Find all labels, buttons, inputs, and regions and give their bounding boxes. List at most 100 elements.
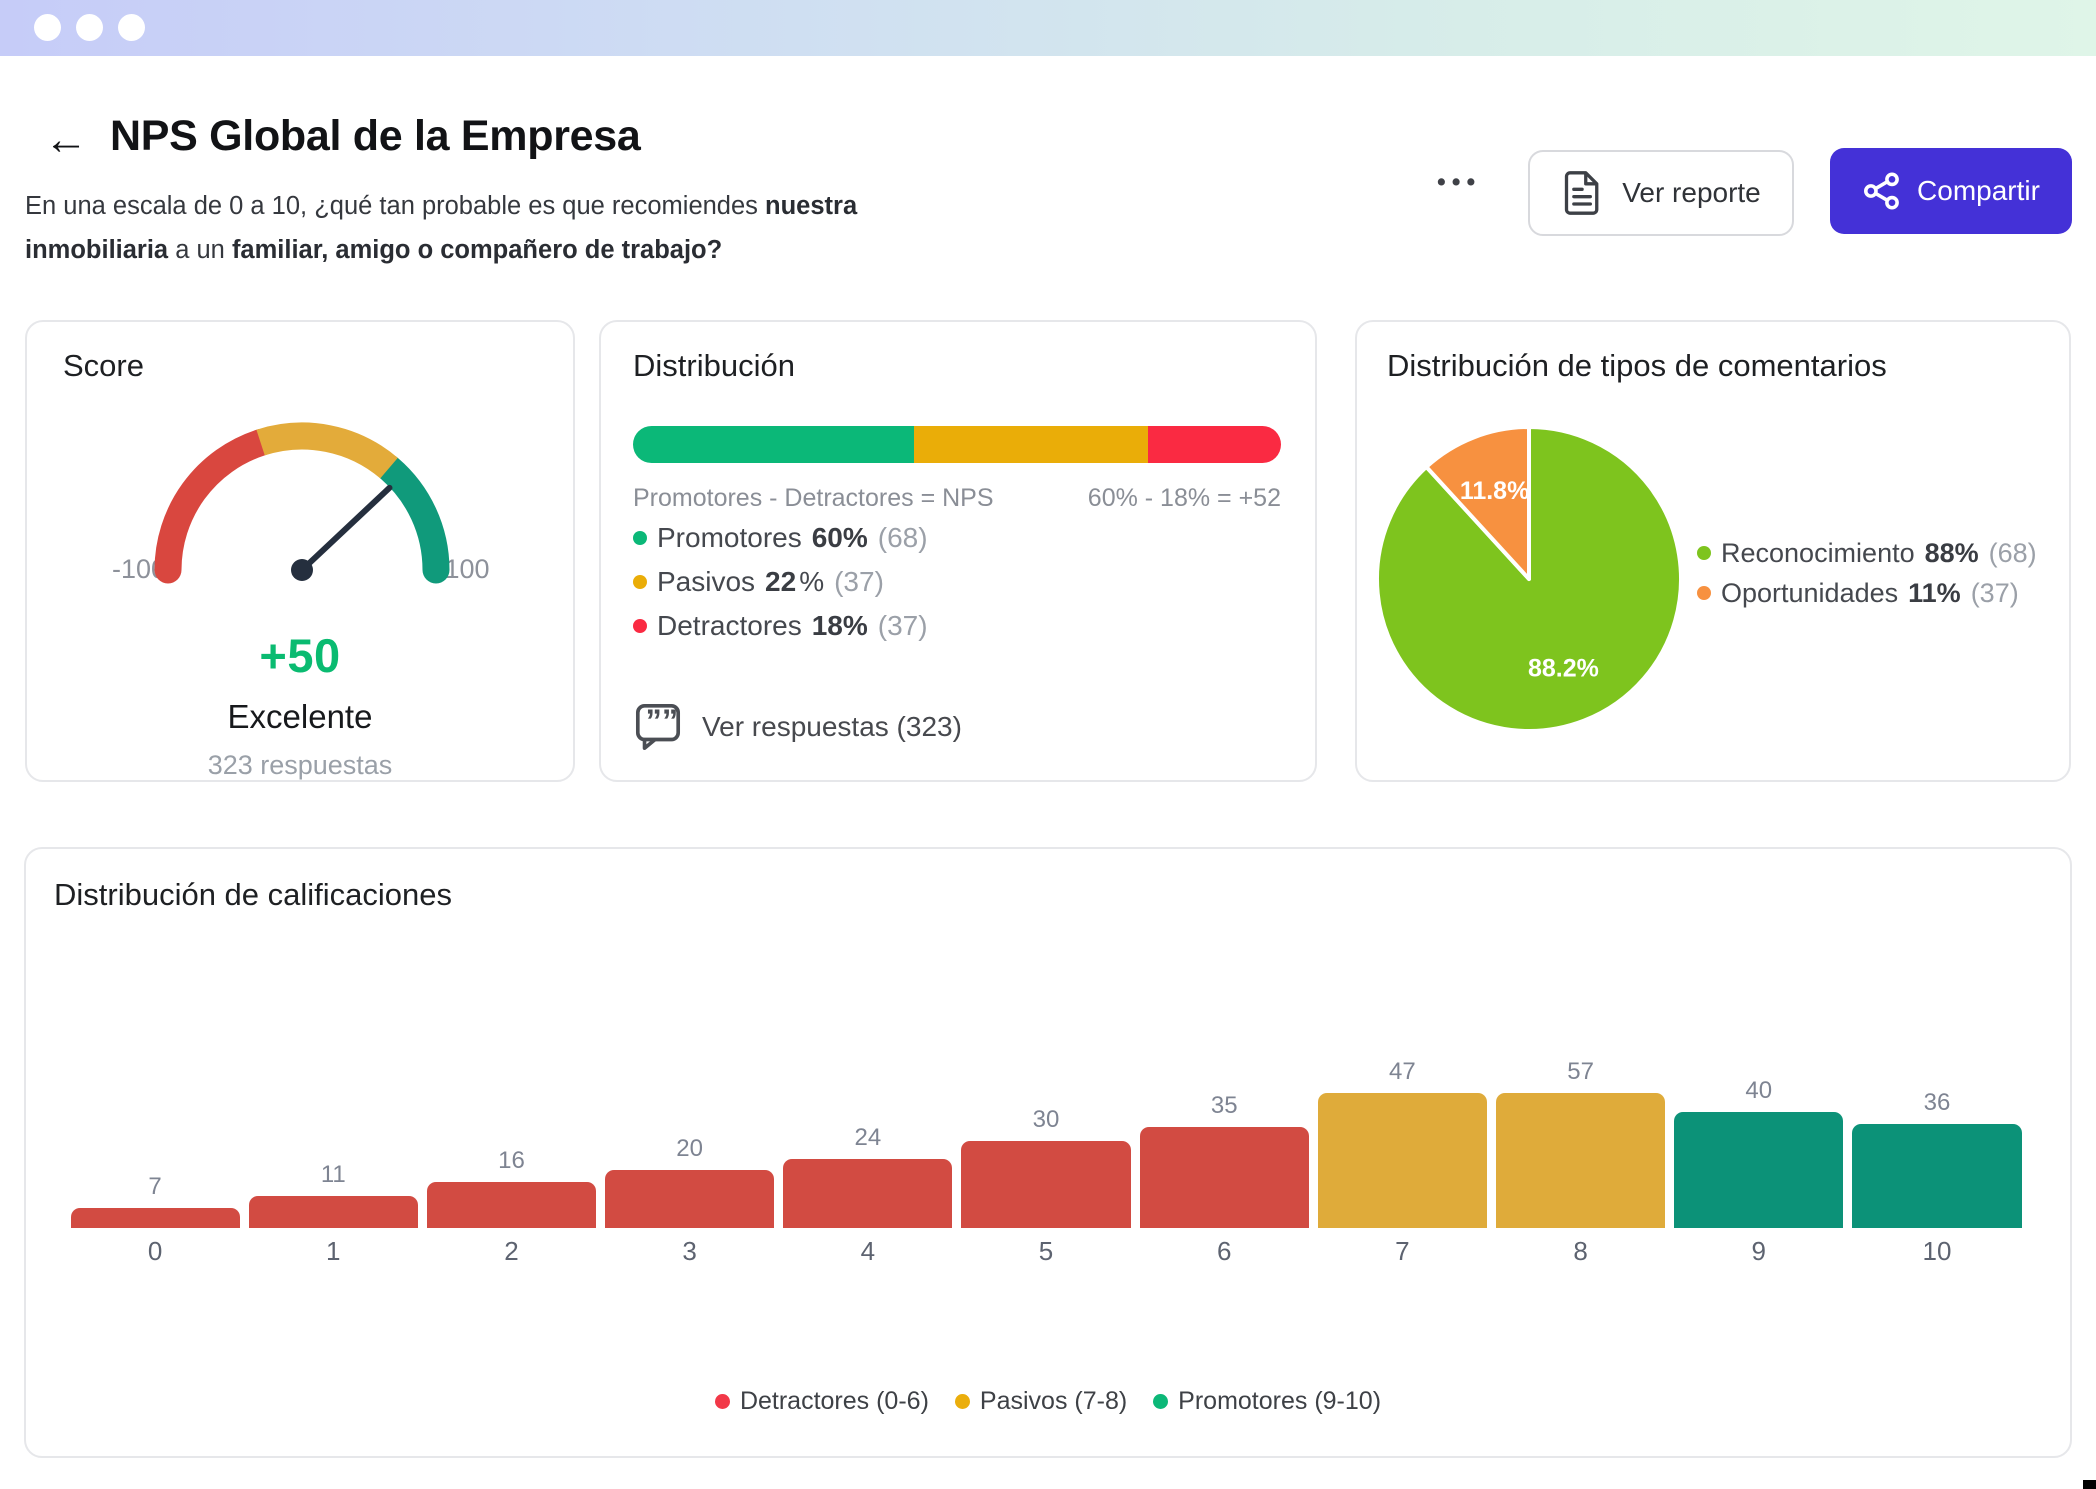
share-label: Compartir xyxy=(1917,175,2040,206)
rating-bar xyxy=(1496,1093,1666,1229)
bar-x-label: 4 xyxy=(860,1235,876,1266)
bar-slot: 57 8 xyxy=(1492,1058,1670,1274)
bar-slot: 40 9 xyxy=(1670,1058,1848,1274)
bar-value-label: 16 xyxy=(498,1147,525,1174)
legend-dot xyxy=(1153,1394,1169,1409)
ratings-distribution-card: Distribución de calificaciones 7 0 11 1 16 2 2… xyxy=(24,847,2072,1458)
gauge-arcs xyxy=(154,422,450,584)
ratings-bar-chart: 7 0 11 1 16 2 20 3 24 4 30 5 35 6 47 7 57 8 40 9 36 10 xyxy=(66,1058,2026,1274)
window-dot xyxy=(118,14,145,41)
bar-x-label: 1 xyxy=(326,1235,341,1266)
view-responses-link[interactable]: ”” Ver respuestas (323) xyxy=(633,700,962,754)
bar-x-label: 8 xyxy=(1573,1235,1588,1266)
back-button[interactable]: ← xyxy=(44,115,88,164)
legend-dot xyxy=(1697,586,1711,600)
bar-value-label: 36 xyxy=(1923,1089,1951,1116)
view-report-label: Ver reporte xyxy=(1622,177,1761,208)
survey-question: En una escala de 0 a 10, ¿qué tan probab… xyxy=(25,192,858,264)
rating-bar xyxy=(248,1196,418,1228)
share-icon xyxy=(1864,172,1899,210)
rating-bar xyxy=(1317,1093,1487,1229)
nps-distribution-stacked-bar xyxy=(633,426,1281,463)
view-report-button[interactable]: Ver reporte xyxy=(1528,150,1794,236)
rating-bar xyxy=(1674,1112,1844,1228)
window-dot xyxy=(76,14,103,41)
bar-x-label: 9 xyxy=(1751,1235,1767,1266)
gauge-needle xyxy=(291,484,393,581)
legend-item: Detractores 18% (37) xyxy=(633,604,928,648)
rating-bar xyxy=(426,1182,597,1228)
bar-value-label: 24 xyxy=(854,1124,882,1151)
bar-slot: 16 2 xyxy=(422,1058,600,1274)
legend-dot xyxy=(633,531,647,545)
window-dot xyxy=(34,14,61,41)
stacked-bar-segment xyxy=(633,426,915,463)
card-title: Distribución de tipos de comentarios xyxy=(1387,348,1887,383)
legend-dot xyxy=(633,575,647,589)
bar-slot: 47 7 xyxy=(1313,1058,1491,1274)
share-button[interactable]: Compartir xyxy=(1830,148,2072,234)
pie-slice xyxy=(1424,425,1531,581)
bar-value-label: 11 xyxy=(320,1161,346,1188)
comment-types-legend: Reconocimiento 88% (68) Oportunidades 11% (37… xyxy=(1697,533,2037,613)
bar-value-label: 47 xyxy=(1389,1058,1416,1085)
bar-value-label: 7 xyxy=(148,1173,162,1200)
bar-x-label: 6 xyxy=(1216,1235,1232,1266)
nps-formula-result: 60% - 18% = +52 xyxy=(1087,484,1281,512)
nps-gauge-chart: -100 100 xyxy=(112,422,490,584)
nps-formula: Promotores - Detractores = NPS xyxy=(633,484,994,512)
rating-bar xyxy=(783,1159,953,1228)
distribution-legend: Promotores 60% (68) Pasivos 22% (37) Detractor… xyxy=(633,516,928,648)
view-responses-label: Ver respuestas (323) xyxy=(702,711,962,742)
legend-item: Pasivos (7-8) xyxy=(954,1387,1127,1416)
legend-dot xyxy=(714,1394,730,1409)
bar-slot: 24 4 xyxy=(779,1058,957,1274)
bar-slot: 20 3 xyxy=(601,1058,779,1274)
nps-score-rating: Excelente xyxy=(227,698,373,735)
card-title: Distribución de calificaciones xyxy=(54,877,453,912)
legend-item: Oportunidades 11% (37) xyxy=(1697,573,2037,613)
pie-slice-label: 88.2% xyxy=(1528,654,1599,682)
rating-bar xyxy=(961,1141,1131,1228)
responses-count: 323 respuestas xyxy=(207,750,393,780)
rating-bar xyxy=(70,1208,240,1228)
comment-quote-icon: ”” xyxy=(635,702,681,750)
legend-dot xyxy=(1697,546,1711,560)
ratings-legend: Detractores (0-6) Pasivos (7-8) Promotores… xyxy=(26,1387,2070,1416)
nps-score-value: +50 xyxy=(259,629,341,682)
legend-item: Promotores (9-10) xyxy=(1153,1387,1381,1416)
gauge-max-label: 100 xyxy=(444,554,489,584)
screen-corner-artifact xyxy=(2083,1480,2096,1489)
stacked-bar-segment xyxy=(914,426,1149,463)
comment-types-pie-chart: 88.2% 11.8% xyxy=(1375,425,1683,733)
legend-dot xyxy=(954,1394,970,1409)
pie-slice-label: 11.8% xyxy=(1460,477,1530,505)
rating-bar xyxy=(1852,1124,2022,1228)
page-title: NPS Global de la Empresa xyxy=(110,112,641,160)
legend-item: Promotores 60% (68) xyxy=(633,516,928,560)
bar-x-label: 5 xyxy=(1038,1235,1054,1266)
rating-bar xyxy=(1139,1127,1309,1228)
bar-value-label: 57 xyxy=(1567,1058,1594,1085)
window-titlebar xyxy=(0,0,2096,56)
bar-value-label: 40 xyxy=(1745,1077,1773,1104)
stacked-bar-segment xyxy=(1148,426,1281,463)
legend-dot xyxy=(633,619,647,633)
bar-x-label: 3 xyxy=(682,1235,697,1266)
bar-slot: 36 10 xyxy=(1848,1058,2026,1274)
card-title: Distribución xyxy=(633,348,795,383)
score-card: Score -100 100 +50 Excelente 323 respues… xyxy=(25,320,575,782)
bar-value-label: 30 xyxy=(1032,1106,1060,1133)
legend-item: Detractores (0-6) xyxy=(714,1387,929,1416)
bar-slot: 11 1 xyxy=(244,1058,422,1274)
more-options-button[interactable]: ••• xyxy=(1437,168,1482,196)
comment-types-card: Distribución de tipos de comentarios 88.… xyxy=(1355,320,2071,782)
card-title: Score xyxy=(63,348,144,383)
bar-value-label: 35 xyxy=(1210,1092,1238,1119)
bar-value-label: 20 xyxy=(676,1135,703,1162)
legend-item: Pasivos 22% (37) xyxy=(633,560,928,604)
bar-slot: 35 6 xyxy=(1135,1058,1313,1274)
legend-item: Reconocimiento 88% (68) xyxy=(1697,533,2037,573)
